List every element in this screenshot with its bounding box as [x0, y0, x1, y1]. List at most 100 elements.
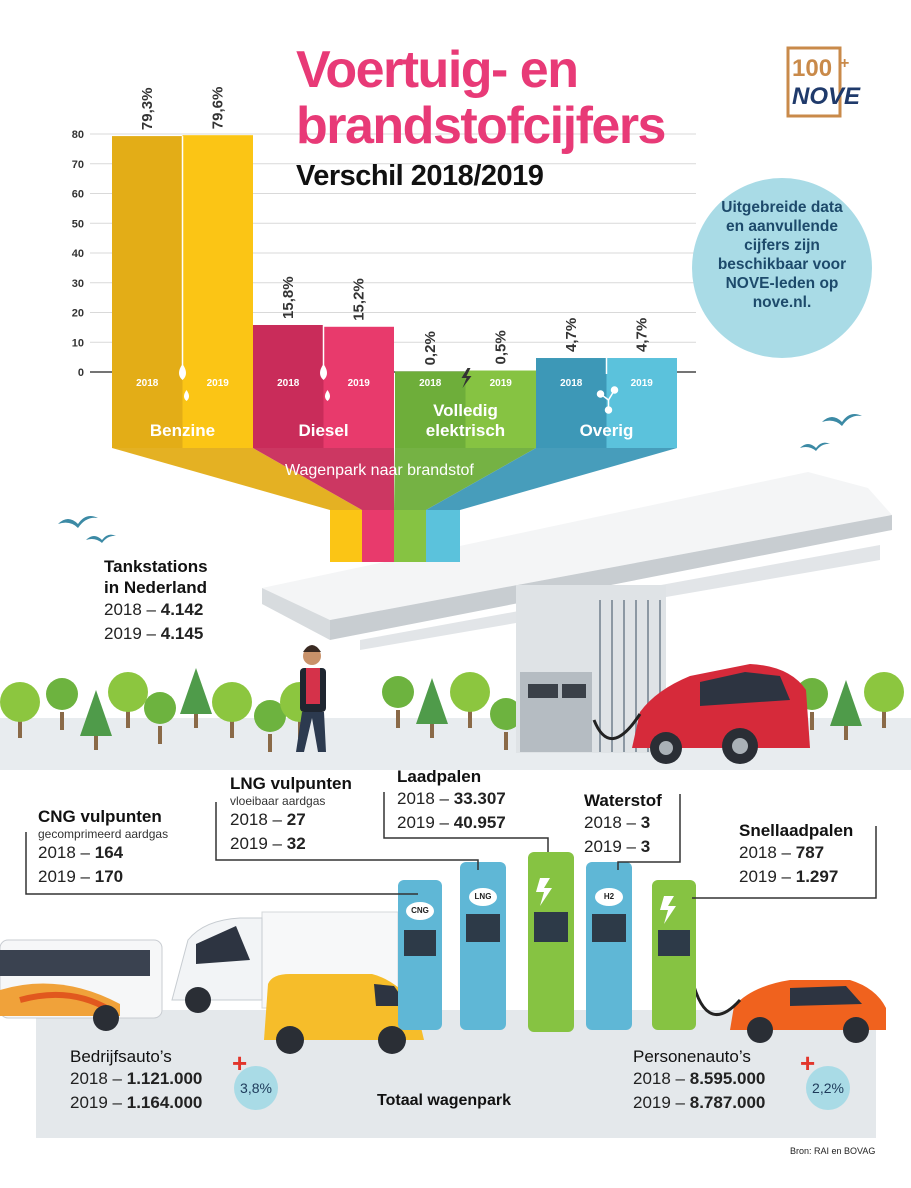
stat-title: Bedrijfsauto’s	[70, 1047, 172, 1066]
fuel-drop-icon	[320, 364, 327, 380]
svg-text:100: 100	[792, 55, 832, 82]
tree-icon	[108, 672, 148, 728]
stat-cng: CNG vulpunten gecomprimeerd aardgas 2018…	[38, 806, 168, 889]
funnel-pipe	[330, 510, 362, 562]
stat-title: CNG vulpunten	[38, 807, 162, 826]
stat-2018: 2018 – 4.142	[104, 600, 204, 619]
funnel-segment	[394, 448, 536, 510]
stat-snellaadpalen: Snellaadpalen 2018 – 787 2019 – 1.297	[739, 820, 853, 889]
data-label: 79,6%	[210, 87, 227, 130]
tree-icon	[46, 678, 78, 730]
stat-2019: 2019 – 4.145	[104, 624, 204, 643]
stat-subtitle: gecomprimeerd aardgas	[38, 827, 169, 841]
plus-icon: +	[800, 1048, 816, 1078]
bar	[182, 135, 253, 372]
bird-icon	[58, 414, 862, 543]
stat-2019: 2019 – 1.297	[739, 867, 839, 886]
bar	[465, 370, 536, 372]
y-tick-label: 0	[78, 367, 84, 379]
stat-title: Tankstations	[104, 557, 208, 576]
data-label: 4,7%	[563, 318, 580, 352]
tree-icon	[144, 692, 176, 744]
stat-title: Personenauto’s	[633, 1047, 751, 1066]
svg-text:+: +	[840, 55, 849, 72]
page-title-line1: Voertuig- en	[296, 41, 579, 99]
y-tick-label: 70	[72, 159, 84, 171]
yellow-van	[264, 974, 424, 1054]
tree-icon	[254, 700, 286, 752]
category-label: Volledig	[433, 401, 498, 420]
stat-2018: 2018 – 164	[38, 843, 124, 862]
bar-base	[395, 372, 466, 448]
category-label: Diesel	[298, 421, 348, 440]
info-bubble	[692, 178, 872, 358]
data-label: 15,8%	[280, 276, 297, 319]
fuel-bar-chart: 0 10 20 30 40 50 60 70 80 79,3% 2018 79,6% 2019 Benzi…	[72, 87, 696, 562]
bar	[536, 358, 607, 372]
bar-base	[536, 372, 607, 448]
tree-icon	[80, 690, 112, 750]
stat-2018: 2018 – 33.307	[397, 789, 506, 808]
bar-base	[323, 372, 394, 448]
stat-2019: 2019 – 32	[230, 834, 306, 853]
info-text: Uitgebreide data en aanvullende cijfers …	[717, 199, 847, 311]
fuel-drop-icon	[184, 390, 189, 401]
y-tick-label: 20	[72, 308, 84, 320]
y-tick-label: 80	[72, 129, 84, 141]
stat-2019: 2019 – 170	[38, 867, 124, 886]
share-node	[596, 390, 605, 398]
tree-icon	[212, 682, 252, 738]
tree-icon	[416, 678, 448, 738]
tree-icon	[830, 680, 862, 740]
tree-icon	[0, 682, 40, 738]
funnel-segment	[112, 448, 362, 510]
growth-badge: 2,2%	[806, 1066, 850, 1110]
orange-car	[688, 969, 886, 1043]
y-tick-label: 30	[72, 278, 84, 290]
bar-base	[112, 372, 183, 448]
stat-subtitle: vloeibaar aardgas	[230, 794, 326, 808]
tree-icon	[382, 676, 414, 728]
category-label: Overig	[580, 421, 634, 440]
stat-title: Laadpalen	[397, 767, 482, 786]
data-label: 4,7%	[634, 318, 651, 352]
share-nodes-icon	[596, 386, 619, 414]
canopy-front	[330, 515, 892, 640]
stat-lng: LNG vulpunten vloeibaar aardgas 2018 – 2…	[230, 773, 352, 856]
y-tick-label: 60	[72, 189, 84, 201]
series-label: 2019	[348, 378, 371, 389]
y-tick-label: 10	[72, 337, 84, 349]
y-tick-label: 40	[72, 248, 84, 260]
series-label: 2018	[136, 378, 159, 389]
category-label: elektrisch	[426, 421, 505, 440]
stat-2019: 2019 – 40.957	[397, 813, 506, 832]
pump-row	[398, 852, 696, 1032]
stat-title: in Nederland	[104, 578, 207, 597]
funnel-pipe	[426, 510, 460, 562]
svg-text:NOVE: NOVE	[792, 83, 861, 110]
stat-title: Snellaadpalen	[739, 821, 854, 840]
nove-logo: 100 + NOVE	[786, 46, 866, 118]
funnel-segment	[253, 448, 394, 510]
category-label: Benzine	[150, 421, 215, 440]
stat-2019: 2019 – 1.164.000	[70, 1093, 203, 1112]
share-node	[604, 406, 613, 414]
series-label: 2018	[419, 378, 442, 389]
bar-base	[253, 372, 324, 448]
growth-badge: 3,8%	[234, 1066, 278, 1110]
page-title-line2: brandstofcijfers	[296, 97, 666, 155]
bar	[112, 136, 183, 372]
stat-2018: 2018 – 8.595.000	[633, 1069, 766, 1088]
bar-base	[182, 372, 253, 448]
data-label: 0,5%	[493, 330, 510, 364]
stat-2018: 2018 – 27	[230, 810, 306, 829]
stat-title: Waterstof	[584, 791, 662, 810]
data-label: 0,2%	[422, 331, 439, 365]
funnel-pipe	[362, 510, 394, 562]
total-fleet-label: Totaal wagenpark	[377, 1092, 511, 1109]
stat-title: LNG vulpunten	[230, 774, 352, 793]
stat-tankstations: Tankstations in Nederland 2018 – 4.142 2…	[104, 556, 208, 646]
stat-personenautos: Personenauto’s 2018 – 8.595.000 2019 – 8…	[633, 1046, 765, 1115]
tree-icon	[450, 672, 490, 728]
bar	[606, 358, 677, 372]
